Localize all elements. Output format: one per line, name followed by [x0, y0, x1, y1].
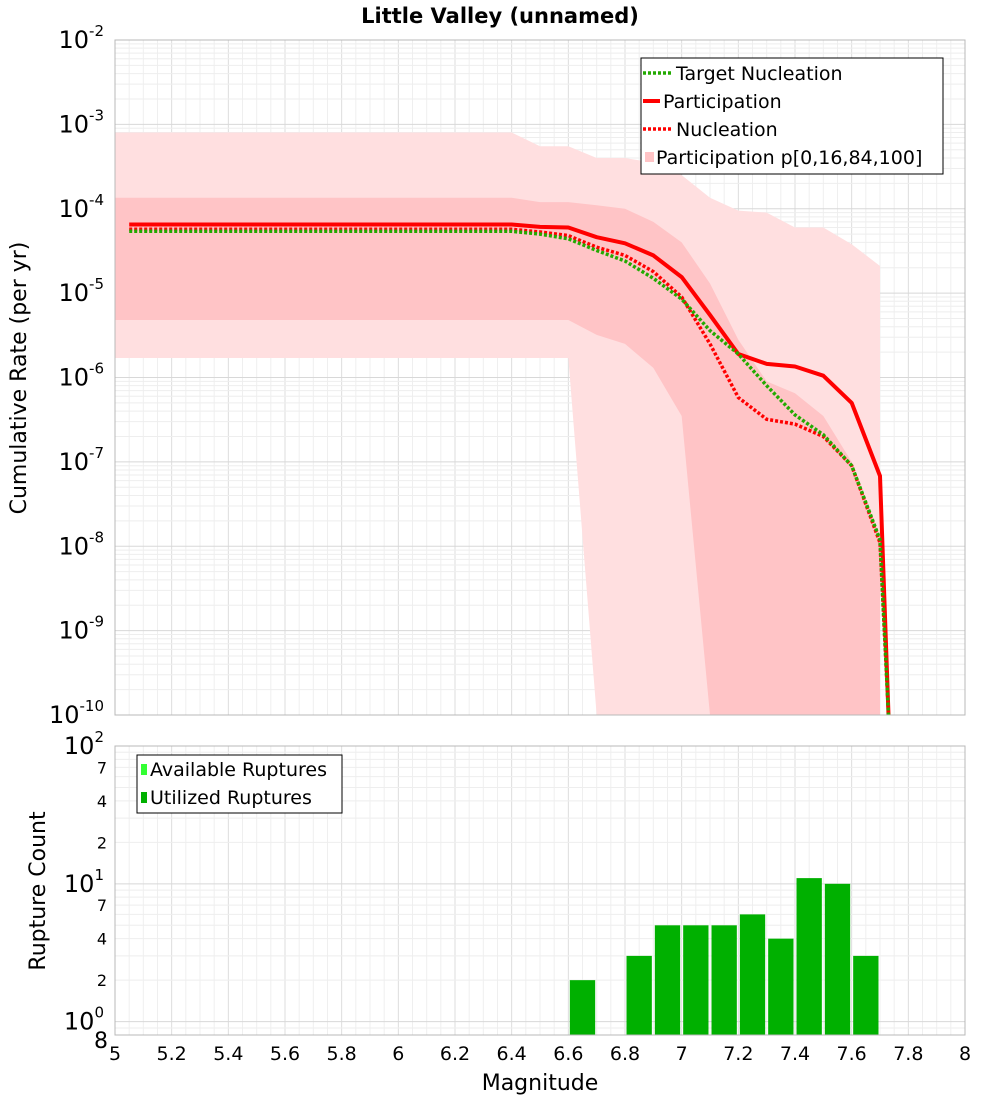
utilized-rupture-bar [824, 883, 851, 1035]
top-panel-series-lines [129, 222, 891, 716]
x-tick-label: 5.8 [327, 1043, 357, 1065]
legend-label-participation-band: Participation p[0,16,84,100] [656, 147, 922, 169]
legend-label-nucleation: Nucleation [676, 119, 778, 141]
top-y-tick-label: 10-5 [58, 275, 104, 307]
utilized-rupture-bar [796, 878, 822, 1035]
bottom-y-tick-label: 7 [97, 758, 107, 777]
top-y-tick-label: 10-7 [58, 444, 104, 476]
bottom-panel-bars [569, 878, 879, 1035]
bottom-y-tick-label: 7 [97, 896, 107, 915]
bottom-y-tick-label: 4 [97, 792, 107, 811]
top-y-tick-label: 10-4 [58, 191, 104, 223]
top-y-axis-label: Cumulative Rate (per yr) [7, 242, 32, 515]
utilized-rupture-bar [683, 925, 709, 1035]
x-tick-label: 6.2 [440, 1043, 470, 1065]
top-legend: Target Nucleation Participation Nucleati… [640, 57, 944, 175]
top-y-tick-label: 10-9 [58, 613, 104, 645]
x-tick-label: 8 [959, 1043, 971, 1065]
x-tick-label: 7.8 [893, 1043, 923, 1065]
bottom-y-tick-label: 2 [97, 971, 107, 990]
nucleation-line [129, 227, 891, 716]
top-plot-frame [114, 39, 966, 716]
legend-label-participation: Participation [663, 91, 782, 113]
target-nucleation-line [129, 229, 891, 716]
x-tick-label: 6.4 [497, 1043, 527, 1065]
x-tick-label: 7 [676, 1043, 688, 1065]
x-tick-label: 6 [392, 1043, 404, 1065]
legend-label-available-ruptures: Available Ruptures [150, 759, 327, 781]
utilized-rupture-bar [626, 955, 652, 1035]
top-y-tick-label: 10-6 [58, 360, 104, 392]
utilized-rupture-bar [768, 938, 794, 1035]
top-y-tick-label: 10-8 [58, 528, 104, 560]
x-tick-labels: 5 5.2 5.4 5.6 5.8 6 6.2 6.4 6.6 6.8 7 7.2 7.4 7.6 7.8 8 [109, 1043, 971, 1065]
utilized-rupture-bar [569, 980, 596, 1035]
top-y-tick-label: 10-3 [58, 106, 104, 138]
bottom-plot-frame [114, 745, 966, 1036]
utilized-rupture-bar [739, 914, 766, 1035]
bottom-y-tick-label: 2 [97, 833, 107, 852]
x-tick-label: 6.8 [610, 1043, 640, 1065]
x-axis-label: Magnitude [482, 1071, 599, 1096]
top-legend-box [640, 57, 944, 175]
chart-title: Little Valley (unnamed) [361, 4, 639, 28]
legend-swatch-available-ruptures [141, 764, 147, 775]
x-tick-label: 7.2 [723, 1043, 753, 1065]
legend-swatch-utilized-ruptures [141, 792, 147, 803]
bottom-y-tick-label: 8 [94, 1029, 108, 1054]
x-tick-label: 7.4 [780, 1043, 810, 1065]
legend-label-target-nucleation: Target Nucleation [675, 63, 843, 85]
participation-band-inner [115, 197, 880, 716]
x-tick-label: 5.6 [270, 1043, 300, 1065]
x-tick-label: 5 [109, 1043, 121, 1065]
bottom-y-tick-label: 102 [64, 728, 104, 760]
x-tick-label: 6.6 [553, 1043, 583, 1065]
x-tick-label: 7.6 [837, 1043, 867, 1065]
top-y-tick-label: 10-10 [49, 697, 104, 729]
top-panel-percentile-bands [115, 132, 880, 716]
utilized-rupture-bar [654, 925, 681, 1035]
utilized-rupture-bar [711, 925, 737, 1035]
bottom-legend: Available Ruptures Utilized Ruptures [136, 754, 343, 814]
legend-swatch-participation-band [645, 152, 654, 162]
x-tick-label: 5.2 [157, 1043, 187, 1065]
top-y-tick-label: 10-2 [58, 22, 104, 54]
bottom-y-tick-label: 4 [97, 930, 107, 949]
bottom-legend-box [136, 754, 343, 814]
x-tick-label: 5.4 [213, 1043, 243, 1065]
bottom-y-tick-label: 101 [64, 866, 104, 898]
legend-label-utilized-ruptures: Utilized Ruptures [150, 787, 312, 809]
bottom-y-tick-label: 100 [64, 1004, 104, 1036]
bottom-y-axis-label: Rupture Count [26, 811, 51, 971]
utilized-rupture-bar [853, 955, 879, 1035]
participation-line [129, 222, 891, 716]
top-y-tick-labels: 10-10 10-9 10-8 10-7 10-6 10-5 10-4 10-3 10-2 [49, 22, 104, 729]
